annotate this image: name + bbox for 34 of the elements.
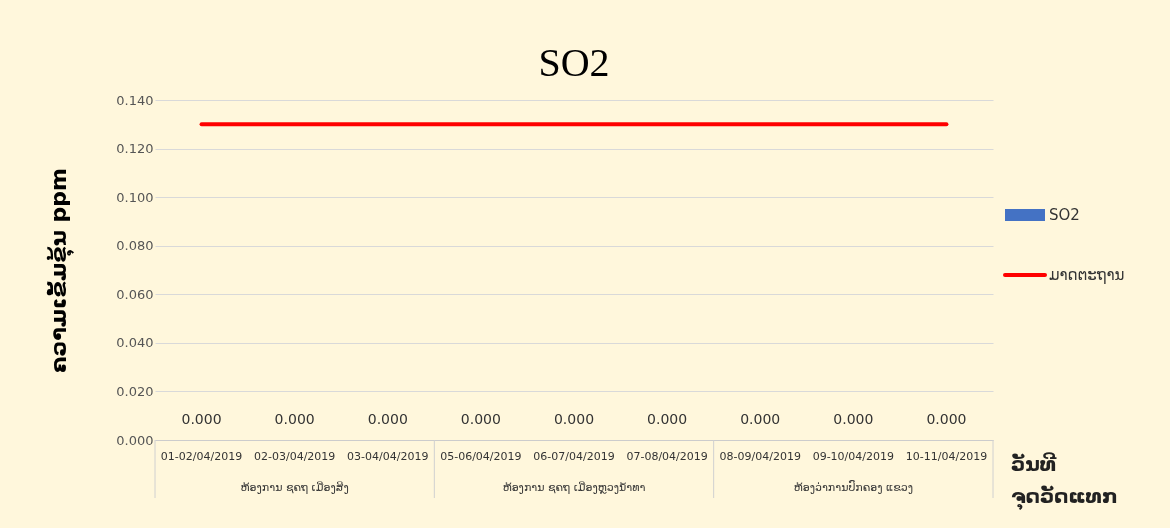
y-tick-label: 0.020	[116, 383, 154, 399]
data-label: 0.000	[740, 411, 781, 427]
x-tick-label: 05-06/04/2019	[440, 449, 522, 463]
x-tick-label: 09-10/04/2019	[812, 449, 895, 463]
y-tick-label: 0.000	[116, 432, 154, 448]
y-tick-label: 0.140	[116, 92, 154, 108]
data-label: 0.000	[367, 411, 408, 427]
data-label: 0.000	[833, 411, 874, 427]
x-axis-title: ວັນທີ ຈຸດວັດແທກ	[1011, 452, 1118, 511]
text: ຫ້ອງວ່າການປົກຄອງ ແຂວງ	[793, 479, 913, 494]
data-label: 0.000	[553, 411, 595, 427]
legend-label: ມາດຕະຖານ	[1049, 266, 1125, 284]
data-label: 0.000	[274, 411, 315, 427]
data-label: 0.000	[647, 411, 688, 427]
text: ຫ້ອງການ ຊຄຖ ເມືອງສິງ	[240, 480, 349, 494]
y-axis-title: ຄວາມເຂັ້ມຂຸ້ນ ppm	[46, 168, 76, 373]
x-tick-label: 01-02/04/2019	[160, 449, 243, 463]
y-tick-label: 0.100	[116, 189, 154, 205]
legend-label: SO2	[1049, 206, 1080, 224]
x-tick-label: 02-03/04/2019	[253, 449, 336, 463]
y-tick-label: 0.060	[116, 286, 154, 302]
data-label: 0.000	[460, 411, 501, 427]
chart-title: SO2	[538, 40, 610, 85]
x-tick-label: 07-08/04/2019	[626, 449, 708, 463]
y-tick-label: 0.120	[116, 141, 154, 157]
y-tick-label: 0.080	[116, 238, 154, 254]
x-tick-label: 08-09/04/2019	[719, 449, 801, 463]
text: ຫ້ອງການ ຊຄຖ ເມືອງຫຼວງນ້ຳທາ	[502, 481, 646, 494]
data-label: 0.000	[926, 411, 967, 427]
y-tick-label: 0.040	[116, 335, 154, 351]
data-label: 0.000	[181, 411, 222, 427]
x-tick-label: 06-07/04/2019	[533, 449, 615, 463]
x-tick-label: 10-11/04/2019	[905, 449, 988, 463]
x-tick-label: 03-04/04/2019	[347, 449, 429, 463]
